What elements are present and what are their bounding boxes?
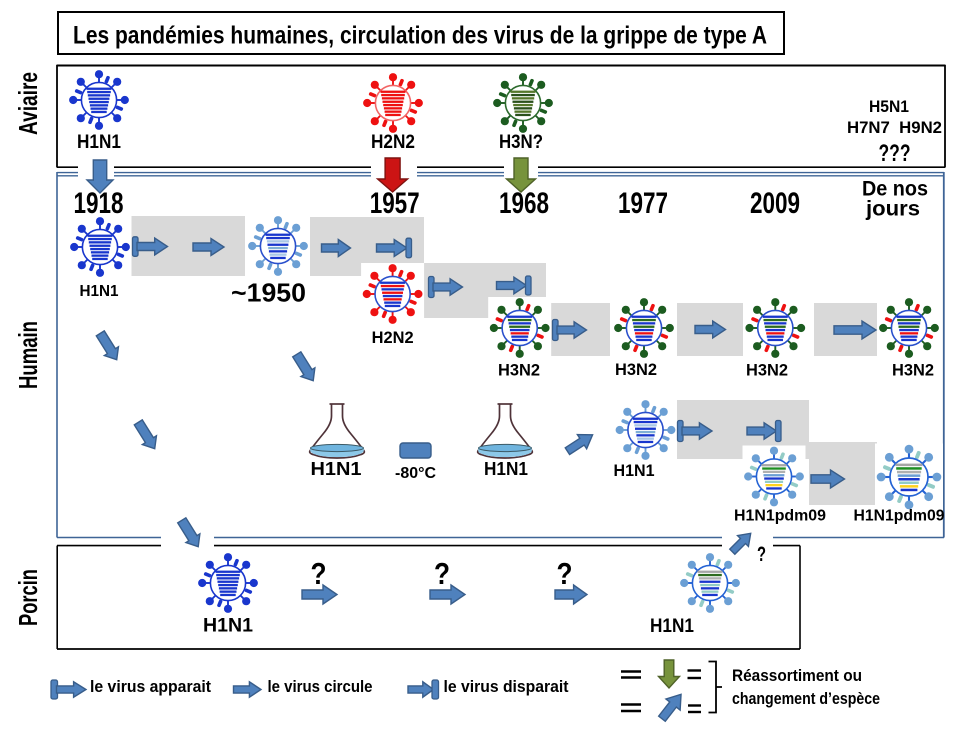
svg-text:H2N2: H2N2 <box>372 328 414 347</box>
svg-text:De nos: De nos <box>862 178 928 201</box>
svg-text:Porcin: Porcin <box>13 569 43 626</box>
svg-text:H1N1: H1N1 <box>311 459 362 479</box>
svg-text:H1N1: H1N1 <box>203 616 253 637</box>
svg-text:le virus disparait: le virus disparait <box>444 677 569 696</box>
svg-text:?: ? <box>311 556 327 591</box>
svg-text:Humain: Humain <box>13 321 43 389</box>
svg-text:~1950: ~1950 <box>231 278 306 308</box>
svg-text:???: ??? <box>879 140 911 167</box>
svg-text:jours: jours <box>865 198 920 221</box>
svg-text:1968: 1968 <box>499 187 549 220</box>
svg-text:H1N1: H1N1 <box>614 461 655 480</box>
svg-text:-80°C: -80°C <box>395 465 436 482</box>
svg-text:H1N1pdm09: H1N1pdm09 <box>734 508 826 525</box>
svg-text:?: ? <box>757 543 766 566</box>
svg-text:1918: 1918 <box>74 187 124 220</box>
svg-text:Les pandémies humaines, circul: Les pandémies humaines, circulation des … <box>73 22 767 50</box>
svg-text:le virus circule: le virus circule <box>268 677 373 696</box>
svg-text:H3N2: H3N2 <box>746 361 788 380</box>
svg-text:1977: 1977 <box>618 187 668 220</box>
svg-text:?: ? <box>434 556 450 591</box>
svg-text:Aviaire: Aviaire <box>13 72 43 135</box>
svg-text:H5N1: H5N1 <box>869 97 909 116</box>
svg-text:H3N2: H3N2 <box>892 361 934 380</box>
svg-text:changement d’espèce: changement d’espèce <box>732 689 880 708</box>
svg-text:H3N?: H3N? <box>499 132 543 153</box>
svg-text:H3N2: H3N2 <box>498 361 540 380</box>
svg-text:le virus apparait: le virus apparait <box>90 677 211 696</box>
svg-text:Réassortiment ou: Réassortiment ou <box>732 666 862 685</box>
svg-text:2009: 2009 <box>750 187 800 220</box>
svg-text:H1N1: H1N1 <box>650 616 694 637</box>
svg-text:1957: 1957 <box>370 187 420 220</box>
svg-text:H7N7 H9N2: H7N7 H9N2 <box>847 118 942 137</box>
svg-text:H2N2: H2N2 <box>371 132 415 153</box>
svg-text:?: ? <box>557 556 573 591</box>
svg-text:H1N1pdm09: H1N1pdm09 <box>854 508 945 525</box>
svg-text:H1N1: H1N1 <box>484 459 528 479</box>
svg-text:H3N2: H3N2 <box>615 360 657 379</box>
svg-text:H1N1: H1N1 <box>80 283 119 300</box>
svg-text:H1N1: H1N1 <box>77 132 121 153</box>
